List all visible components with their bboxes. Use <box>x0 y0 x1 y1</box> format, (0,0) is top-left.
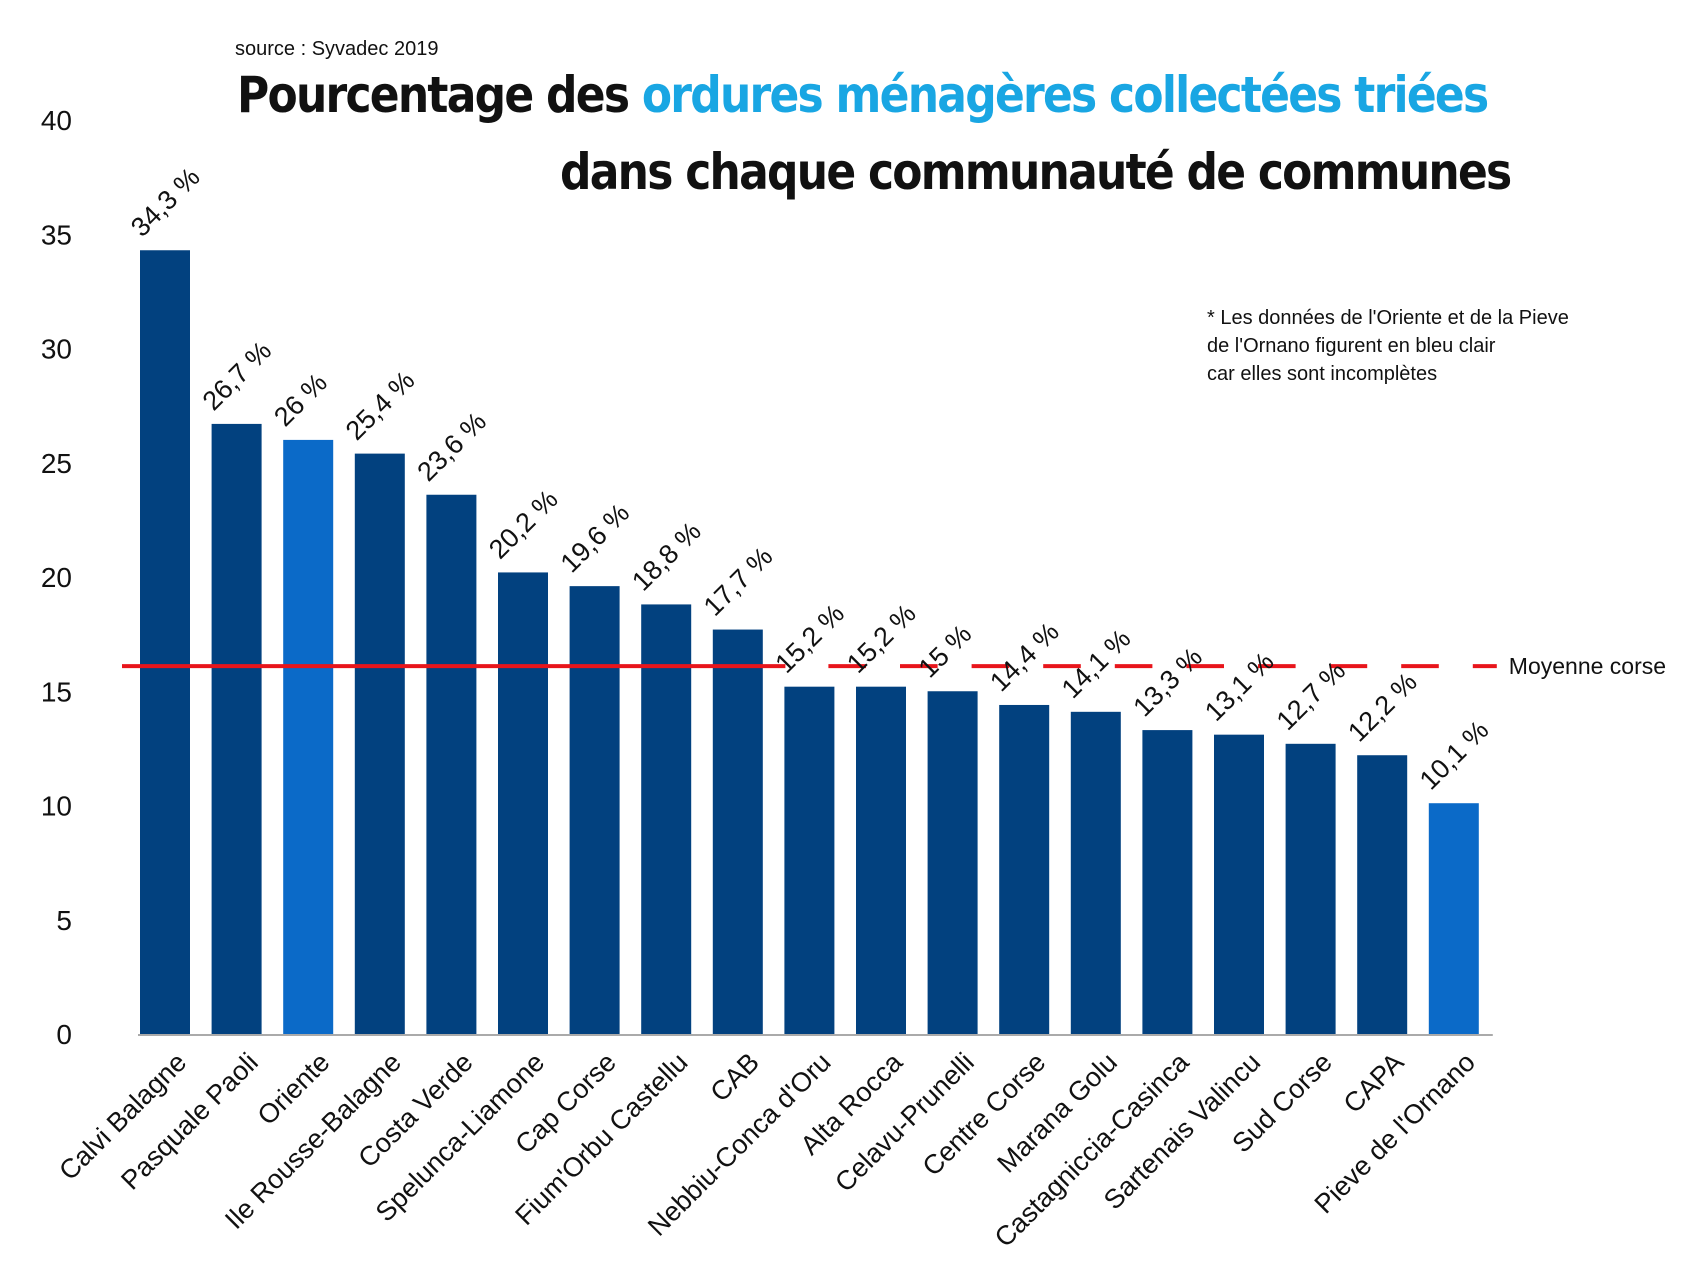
bar <box>498 572 548 1034</box>
bar <box>1070 711 1121 1034</box>
value-label: 23,6 % <box>411 406 492 487</box>
category-label: Calvi Balagne <box>53 1047 192 1186</box>
bar <box>712 629 763 1034</box>
category-label: CAB <box>705 1047 765 1107</box>
bar <box>784 686 835 1034</box>
y-tick-label: 15 <box>41 676 72 707</box>
source-note: source : Syvadec 2019 <box>235 38 439 60</box>
value-label: 19,6 % <box>555 498 636 579</box>
value-label: 17,7 % <box>698 541 779 622</box>
note-line-3: car elles sont incomplètes <box>1207 363 1438 385</box>
value-label: 13,3 % <box>1127 642 1208 723</box>
bar <box>927 691 978 1034</box>
note-line-2: de l'Ornano figurent en bleu clair <box>1207 335 1496 357</box>
value-label: 34,3 % <box>125 162 206 243</box>
bar <box>999 704 1050 1034</box>
bar <box>140 250 190 1034</box>
value-label: 13,1 % <box>1199 646 1280 727</box>
y-tick-label: 35 <box>41 219 72 250</box>
chart-title-line2: dans chaque communauté de communes <box>560 143 1512 201</box>
bar <box>283 439 334 1034</box>
y-tick-label: 0 <box>56 1019 72 1050</box>
value-label: 26 % <box>268 367 333 432</box>
bar <box>354 453 405 1034</box>
average-label: Moyenne corse <box>1509 653 1666 679</box>
value-label: 20,2 % <box>483 484 564 565</box>
y-tick-label: 20 <box>41 562 72 593</box>
bar <box>1142 730 1193 1034</box>
title-part1: Pourcentage des <box>237 66 642 124</box>
value-label: 18,8 % <box>626 516 707 597</box>
bar <box>569 586 620 1034</box>
y-tick-label: 30 <box>41 334 72 365</box>
value-label: 15 % <box>913 619 978 684</box>
title-highlight: ordures ménagères collectées triées <box>641 66 1489 124</box>
y-tick-label: 5 <box>56 905 72 936</box>
y-tick-label: 25 <box>41 448 72 479</box>
category-label: Centre Corse <box>917 1047 1052 1182</box>
bar <box>426 494 477 1034</box>
note-line-1: * Les données de l'Oriente et de la Piev… <box>1207 307 1569 329</box>
bar <box>641 604 692 1034</box>
y-tick-label: 40 <box>41 105 72 136</box>
bar <box>1214 734 1264 1034</box>
bar <box>1285 743 1336 1034</box>
value-label: 14,4 % <box>984 617 1065 698</box>
value-label: 26,7 % <box>197 335 278 416</box>
value-label: 25,4 % <box>340 365 421 446</box>
value-label: 14,1 % <box>1056 623 1137 704</box>
bar <box>1428 803 1479 1034</box>
value-label: 10,1 % <box>1414 715 1495 796</box>
bar <box>211 423 262 1034</box>
bar <box>1357 755 1408 1034</box>
chart-title-line1: Pourcentage des ordures ménagères collec… <box>237 66 1489 124</box>
incomplete-data-note: * Les données de l'Oriente et de la Piev… <box>1207 304 1569 388</box>
value-label: 12,2 % <box>1342 667 1423 748</box>
bar <box>856 686 906 1034</box>
y-tick-label: 10 <box>41 791 72 822</box>
